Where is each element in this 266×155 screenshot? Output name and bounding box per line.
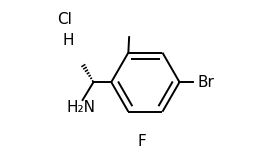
Text: H₂N: H₂N: [66, 100, 95, 115]
Text: F: F: [137, 134, 146, 149]
Text: Cl: Cl: [57, 12, 72, 27]
Text: H: H: [63, 33, 74, 48]
Text: Br: Br: [197, 75, 214, 90]
